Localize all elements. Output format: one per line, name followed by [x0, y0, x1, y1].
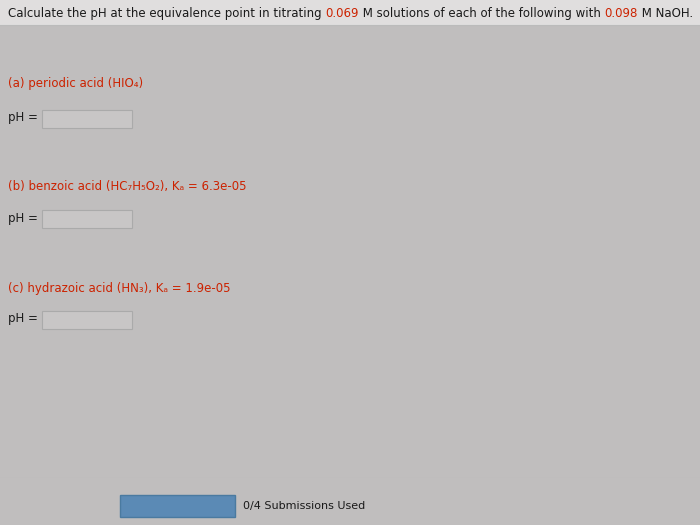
- Text: pH =: pH =: [8, 212, 38, 225]
- FancyBboxPatch shape: [120, 495, 235, 517]
- Text: 0/4 Submissions Used: 0/4 Submissions Used: [243, 501, 365, 511]
- FancyBboxPatch shape: [0, 0, 700, 25]
- Text: (b) benzoic acid (HC₇H₅O₂), Kₐ = 6.3e-05: (b) benzoic acid (HC₇H₅O₂), Kₐ = 6.3e-05: [8, 180, 246, 193]
- Text: 0.098: 0.098: [605, 7, 638, 19]
- FancyBboxPatch shape: [42, 110, 132, 128]
- FancyBboxPatch shape: [42, 210, 132, 228]
- Text: 0.069: 0.069: [326, 7, 359, 19]
- Text: (a) periodic acid (HIO₄): (a) periodic acid (HIO₄): [8, 77, 143, 90]
- Text: pH =: pH =: [8, 111, 38, 124]
- Text: M NaOH.: M NaOH.: [638, 7, 693, 19]
- Text: (c) hydrazoic acid (HN₃), Kₐ = 1.9e-05: (c) hydrazoic acid (HN₃), Kₐ = 1.9e-05: [8, 282, 230, 295]
- Text: pH =: pH =: [8, 312, 38, 326]
- FancyBboxPatch shape: [42, 311, 132, 329]
- Text: Calculate the pH at the equivalence point in titrating: Calculate the pH at the equivalence poin…: [8, 7, 326, 19]
- Text: M solutions of each of the following with: M solutions of each of the following wit…: [359, 7, 605, 19]
